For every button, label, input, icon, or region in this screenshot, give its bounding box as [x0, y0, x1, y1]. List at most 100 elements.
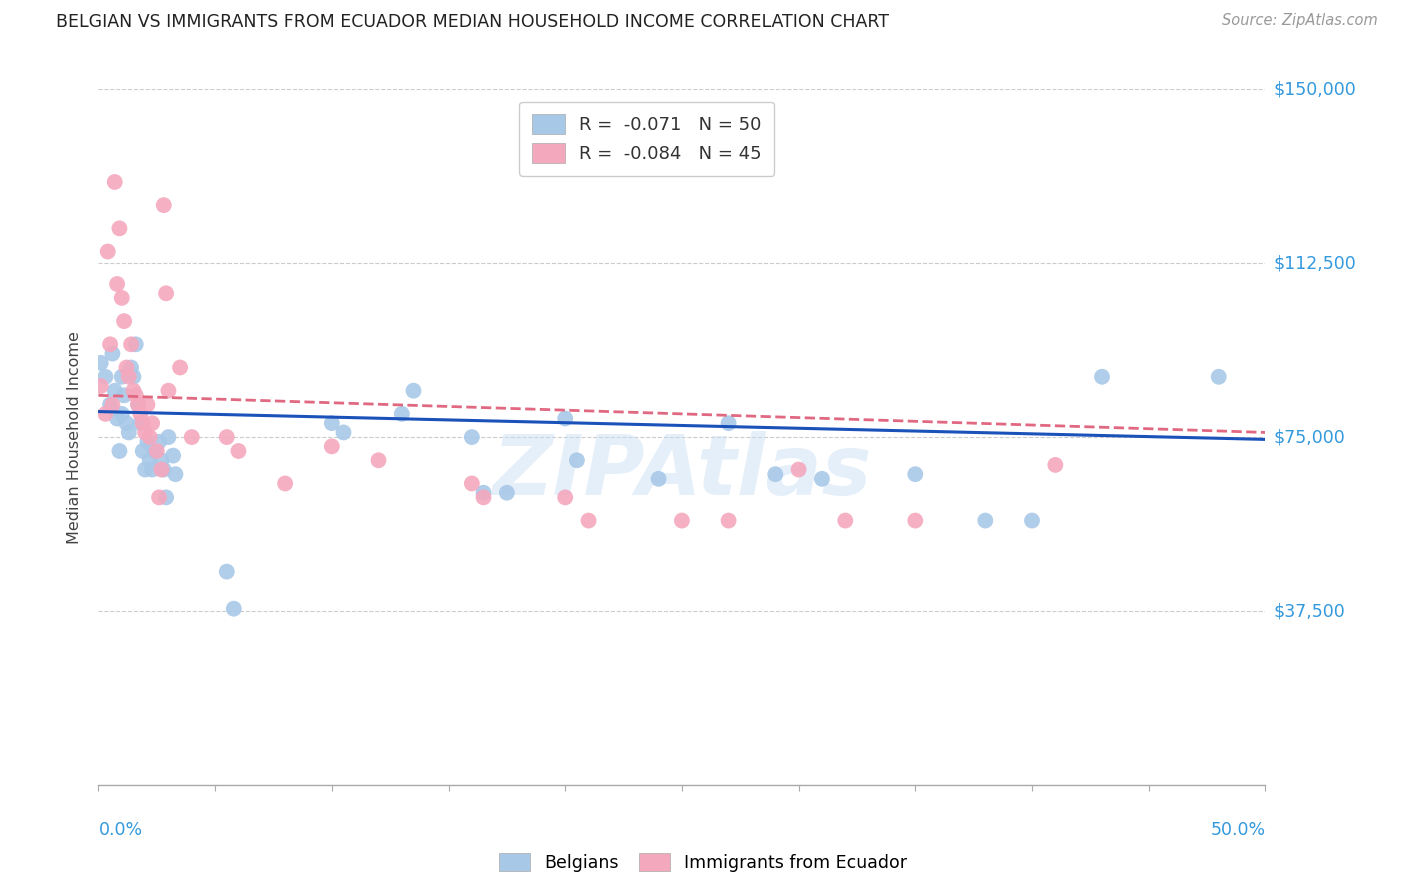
Point	[150, 462, 173, 476]
Point	[763, 467, 786, 482]
Point	[132, 416, 155, 430]
Point	[554, 491, 576, 505]
Point	[811, 472, 834, 486]
Point	[101, 398, 124, 412]
Point	[98, 398, 121, 412]
Point	[104, 175, 127, 189]
Point	[112, 388, 135, 402]
Point	[155, 491, 177, 505]
Text: $112,500: $112,500	[1274, 254, 1357, 272]
Point	[132, 444, 155, 458]
Point	[111, 369, 134, 384]
Point	[134, 425, 156, 440]
Point	[1021, 514, 1043, 528]
Point	[461, 476, 484, 491]
Point	[120, 360, 142, 375]
Point	[115, 360, 138, 375]
Point	[834, 514, 856, 528]
Text: 50.0%: 50.0%	[1211, 821, 1265, 838]
Point	[1045, 458, 1067, 472]
Point	[94, 407, 117, 421]
Point	[717, 514, 740, 528]
Point	[108, 221, 131, 235]
Legend: R =  -0.071   N = 50, R =  -0.084   N = 45: R = -0.071 N = 50, R = -0.084 N = 45	[519, 102, 775, 176]
Point	[671, 514, 693, 528]
Point	[222, 601, 245, 615]
Point	[136, 434, 159, 449]
Point	[115, 416, 138, 430]
Point	[105, 411, 128, 425]
Point	[141, 462, 163, 476]
Point	[105, 277, 128, 291]
Point	[127, 398, 149, 412]
Point	[228, 444, 250, 458]
Point	[150, 453, 173, 467]
Point	[274, 476, 297, 491]
Point	[125, 388, 148, 402]
Point	[101, 346, 124, 360]
Point	[111, 291, 134, 305]
Point	[717, 416, 740, 430]
Point	[647, 472, 669, 486]
Point	[122, 384, 145, 398]
Point	[120, 337, 142, 351]
Point	[904, 467, 927, 482]
Point	[111, 407, 134, 421]
Point	[122, 369, 145, 384]
Point	[90, 356, 112, 370]
Point	[554, 411, 576, 425]
Point	[904, 514, 927, 528]
Point	[127, 398, 149, 412]
Point	[97, 244, 120, 259]
Text: $37,500: $37,500	[1274, 602, 1346, 620]
Point	[148, 434, 170, 449]
Point	[155, 286, 177, 301]
Point	[402, 384, 425, 398]
Point	[112, 314, 135, 328]
Point	[136, 398, 159, 412]
Point	[162, 449, 184, 463]
Point	[578, 514, 600, 528]
Point	[1091, 369, 1114, 384]
Point	[565, 453, 588, 467]
Point	[1208, 369, 1230, 384]
Point	[148, 491, 170, 505]
Point	[215, 430, 238, 444]
Point	[90, 379, 112, 393]
Point	[139, 430, 162, 444]
Point	[472, 491, 495, 505]
Point	[118, 425, 141, 440]
Point	[146, 444, 169, 458]
Point	[472, 485, 495, 500]
Point	[461, 430, 484, 444]
Point	[152, 462, 174, 476]
Point	[391, 407, 413, 421]
Point	[974, 514, 997, 528]
Point	[118, 369, 141, 384]
Point	[787, 462, 810, 476]
Y-axis label: Median Household Income: Median Household Income	[67, 331, 83, 543]
Point	[495, 485, 517, 500]
Point	[157, 430, 180, 444]
Text: Source: ZipAtlas.com: Source: ZipAtlas.com	[1222, 13, 1378, 29]
Point	[152, 198, 174, 212]
Point	[125, 337, 148, 351]
Point	[98, 337, 121, 351]
Point	[332, 425, 354, 440]
Point	[215, 565, 238, 579]
Point	[129, 416, 152, 430]
Text: $150,000: $150,000	[1274, 80, 1357, 98]
Point	[139, 453, 162, 467]
Point	[157, 384, 180, 398]
Point	[141, 416, 163, 430]
Point	[180, 430, 202, 444]
Point	[169, 360, 191, 375]
Point	[94, 369, 117, 384]
Point	[134, 462, 156, 476]
Point	[321, 439, 343, 453]
Legend: Belgians, Immigrants from Ecuador: Belgians, Immigrants from Ecuador	[492, 847, 914, 879]
Text: 0.0%: 0.0%	[98, 821, 142, 838]
Point	[143, 444, 166, 458]
Point	[129, 407, 152, 421]
Point	[104, 384, 127, 398]
